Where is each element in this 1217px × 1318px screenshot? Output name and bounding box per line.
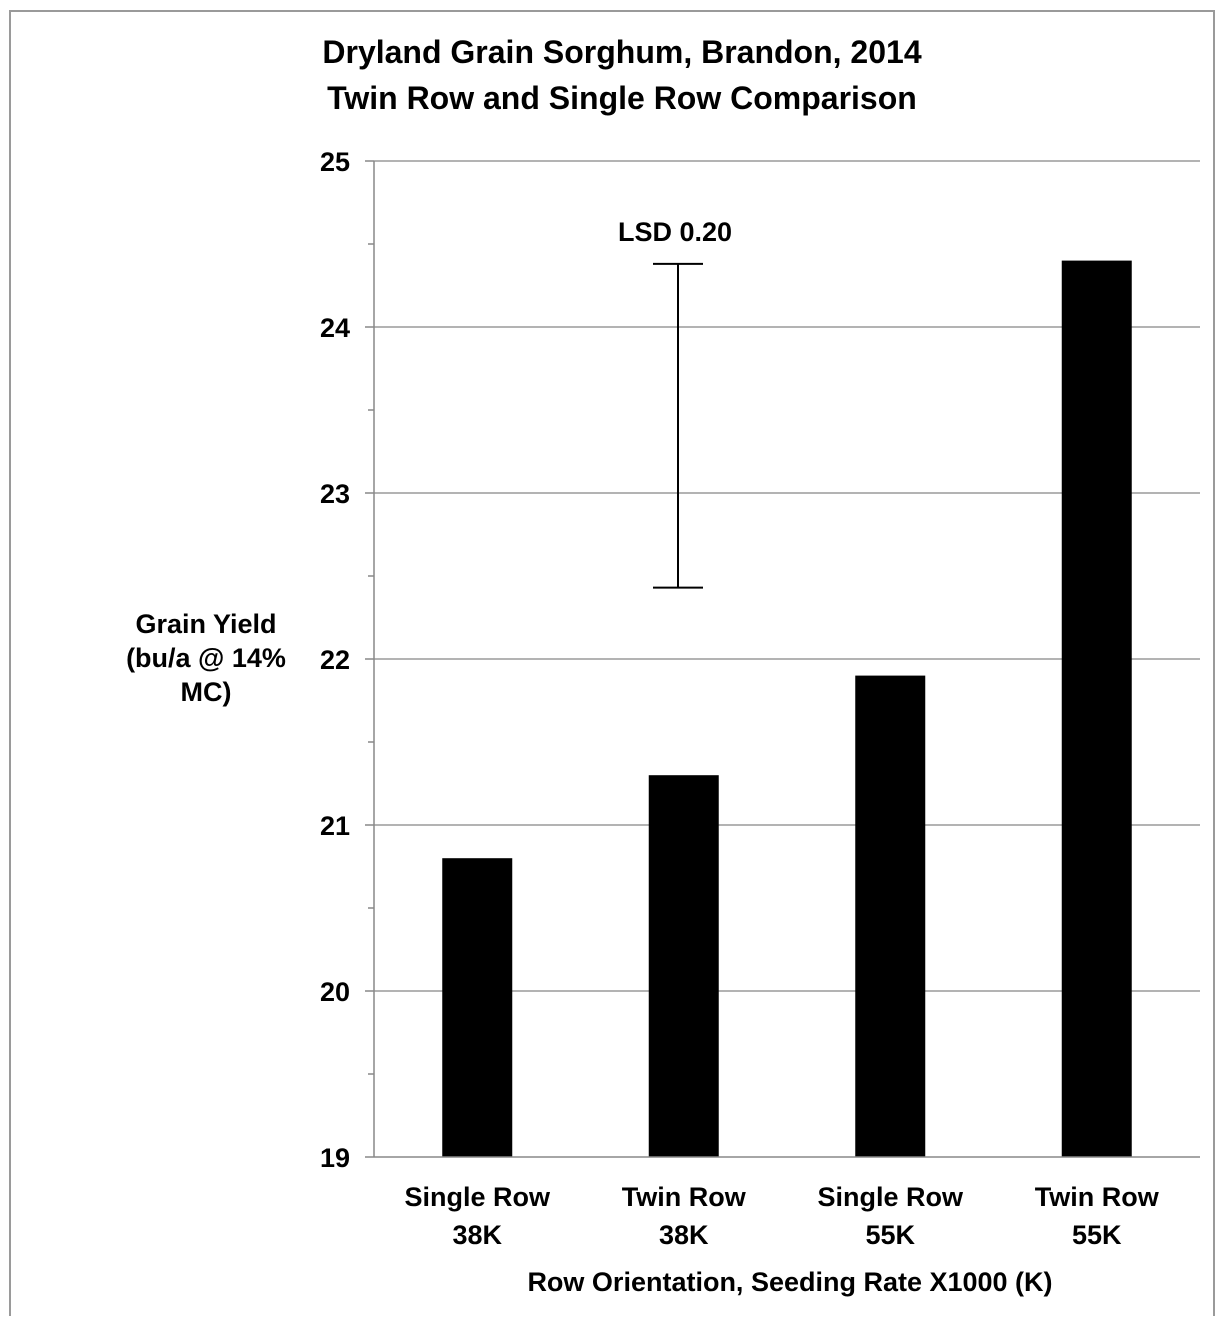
- chart-title-line-2: Twin Row and Single Row Comparison: [327, 80, 917, 116]
- chart-title: Dryland Grain Sorghum, Brandon, 2014 Twin…: [322, 34, 921, 116]
- y-axis-title-line-1: Grain Yield: [135, 609, 276, 639]
- x-axis: Single Row 38K Twin Row 38K Single Row 55K Twi…: [374, 1156, 1200, 1250]
- bar-3: [855, 675, 926, 1157]
- y-tick-label-25: 25: [320, 147, 350, 177]
- x-tick-label-4-2: 55K: [1072, 1220, 1122, 1250]
- y-tick-label-24: 24: [320, 313, 350, 343]
- y-axis-title-line-3: MC): [181, 677, 232, 707]
- bar-1: [442, 858, 513, 1157]
- x-axis-title: Row Orientation, Seeding Rate X1000 (K): [527, 1267, 1052, 1297]
- y-tick-label-21: 21: [320, 811, 350, 841]
- y-axis-title: Grain Yield (bu/a @ 14% MC): [126, 609, 286, 707]
- x-tick-label-1-1: Single Row: [404, 1182, 551, 1212]
- chart-frame: [9, 10, 1215, 1316]
- x-tick-label-2-1: Twin Row: [622, 1182, 747, 1212]
- y-tick-label-19: 19: [320, 1143, 350, 1173]
- y-axis: 19 20 21 22 23 24 25: [320, 147, 375, 1173]
- x-tick-label-3-1: Single Row: [817, 1182, 964, 1212]
- y-tick-label-20: 20: [320, 977, 350, 1007]
- bar-2: [648, 775, 719, 1157]
- y-tick-label-23: 23: [320, 479, 350, 509]
- x-tick-label-1-2: 38K: [452, 1220, 502, 1250]
- y-axis-title-line-2: (bu/a @ 14%: [126, 643, 286, 673]
- bars: [442, 260, 1132, 1158]
- bar-4: [1061, 260, 1132, 1158]
- x-tick-label-3-2: 55K: [865, 1220, 915, 1250]
- y-tick-label-22: 22: [320, 645, 350, 675]
- x-tick-label-4-1: Twin Row: [1035, 1182, 1160, 1212]
- lsd-label: LSD 0.20: [618, 217, 732, 247]
- x-tick-label-2-2: 38K: [659, 1220, 709, 1250]
- lsd-annotation: LSD 0.20: [618, 217, 732, 589]
- chart-title-line-1: Dryland Grain Sorghum, Brandon, 2014: [322, 34, 921, 70]
